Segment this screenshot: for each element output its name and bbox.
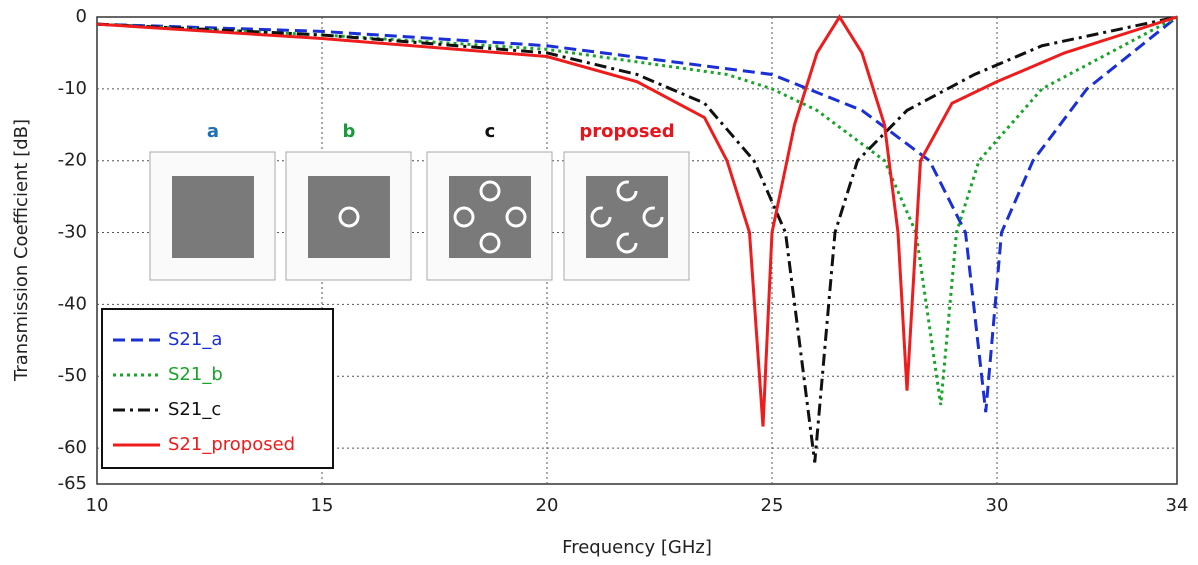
- y-tick-label: -10: [58, 78, 87, 99]
- y-tick-label: -60: [58, 437, 87, 458]
- x-tick-label: 10: [86, 495, 109, 516]
- inset-label: a: [207, 121, 219, 142]
- inset-ring: [590, 206, 612, 228]
- y-tick-label: -65: [58, 473, 87, 494]
- inset-ring: [453, 206, 475, 228]
- x-tick-label: 15: [311, 495, 334, 516]
- series-line: [96, 15, 1178, 406]
- series-line: [96, 15, 1178, 413]
- inset-label: b: [343, 121, 356, 142]
- legend-label: S21_proposed: [168, 434, 295, 455]
- x-tick-label: 34: [1166, 495, 1189, 516]
- inset-patch: [586, 176, 668, 258]
- y-tick-label: -20: [58, 150, 87, 171]
- x-tick-label: 30: [986, 495, 1009, 516]
- y-tick-label: -50: [58, 365, 87, 386]
- y-axis-label: Transmission Coefficient [dB]: [11, 119, 32, 382]
- inset-label: proposed: [579, 121, 674, 142]
- inset-ring: [479, 180, 501, 202]
- inset-ring: [616, 180, 638, 202]
- inset-ring: [479, 232, 501, 254]
- inset-label: c: [485, 121, 496, 142]
- x-tick-label: 25: [761, 495, 784, 516]
- inset-ring: [338, 206, 360, 228]
- series-line: [96, 15, 1178, 463]
- y-tick-label: -30: [58, 222, 87, 243]
- x-tick-label: 20: [536, 495, 559, 516]
- inset-ring: [616, 232, 638, 254]
- inset-ring: [505, 206, 527, 228]
- y-tick-label: -40: [58, 293, 87, 314]
- x-axis-label: Frequency [GHz]: [562, 537, 712, 558]
- inset-ring: [642, 206, 664, 228]
- series-line: [96, 14, 1178, 427]
- legend-box: [101, 308, 334, 469]
- inset-patch: [308, 176, 390, 258]
- inset-frame: [426, 151, 553, 281]
- legend-label: S21_b: [168, 364, 223, 385]
- y-tick-label: 0: [76, 6, 87, 27]
- legend-label: S21_a: [168, 329, 222, 350]
- plot-frame: [96, 16, 1178, 485]
- legend-label: S21_c: [168, 399, 221, 420]
- inset-patch: [449, 176, 531, 258]
- inset-patch: [172, 176, 254, 258]
